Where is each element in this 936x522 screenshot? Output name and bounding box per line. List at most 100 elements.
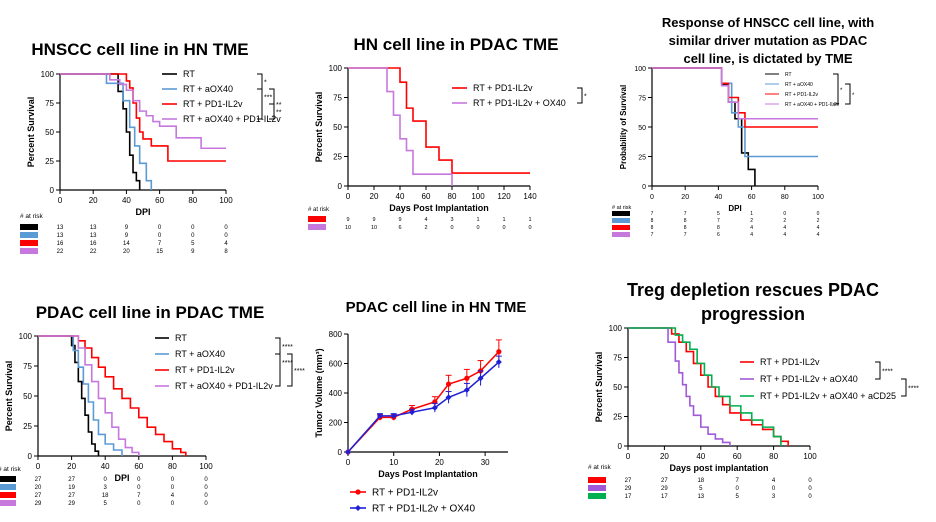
at-risk-count: 6 xyxy=(398,225,401,231)
x-tick-label: 60 xyxy=(748,194,756,201)
at-risk-count: 6 xyxy=(717,232,720,238)
significance-label: **** xyxy=(294,368,305,375)
x-tick-label: 100 xyxy=(812,194,824,201)
y-axis-label: Percent Survival xyxy=(26,97,36,168)
x-tick-label: 30 xyxy=(481,458,490,467)
legend-marker xyxy=(355,489,361,495)
significance-bracket xyxy=(287,353,293,387)
y-tick-label: 50 xyxy=(613,383,622,392)
at-risk-count: 0 xyxy=(808,478,812,484)
chart-title: progression xyxy=(701,304,805,324)
at-risk-count: 5 xyxy=(736,494,740,500)
significance-label: *** xyxy=(264,95,272,102)
y-tick-label: 100 xyxy=(19,332,33,341)
data-point-marker xyxy=(496,349,502,355)
at-risk-count: 0 xyxy=(191,225,195,231)
y-tick-label: 25 xyxy=(613,413,622,422)
y-axis-label: Percent Survival xyxy=(594,352,604,423)
series-line xyxy=(347,351,500,453)
at-risk-swatch xyxy=(308,216,326,222)
y-tick-label: 75 xyxy=(23,362,32,371)
chart-legend: RT + PD1-IL2v RT + PD1-IL2v + OX40 xyxy=(350,488,475,515)
y-tick-label: 75 xyxy=(613,354,622,363)
y-tick-label: 0 xyxy=(28,452,33,461)
y-tick-label: 0 xyxy=(338,182,343,191)
chart-legend: RT + PD1-IL2v RT + PD1-IL2v + aOX40 RT + P… xyxy=(740,357,896,401)
series-line xyxy=(347,361,500,453)
x-tick-label: 20 xyxy=(370,192,379,201)
at-risk-count: 8 xyxy=(717,225,720,231)
legend-label: RT + PD1-IL2v xyxy=(175,365,235,375)
at-risk-count: 0 xyxy=(204,501,208,507)
data-point-marker xyxy=(464,375,470,381)
at-risk-count: 15 xyxy=(156,249,163,255)
at-risk-count: 0 xyxy=(224,225,228,231)
at-risk-count: 2 xyxy=(424,225,427,231)
at-risk-count: 0 xyxy=(137,501,141,507)
at-risk-count: 13 xyxy=(697,494,704,500)
x-tick-label: 0 xyxy=(58,196,63,205)
at-risk-count: 27 xyxy=(625,478,632,484)
legend-label: RT + PD1-IL2v xyxy=(760,357,820,367)
at-risk-count: 27 xyxy=(35,493,42,499)
y-tick-label: 0 xyxy=(50,186,55,195)
at-risk-swatch xyxy=(20,224,38,230)
significance-bracket xyxy=(875,361,881,380)
at-risk-count: 4 xyxy=(783,225,786,231)
at-risk-table: # at risk 27 27 18 7 4 0 29 29 5 0 0 0 17 17 13 5 3 0 xyxy=(588,464,812,500)
at-risk-count: 7 xyxy=(158,241,162,247)
at-risk-count: 10 xyxy=(345,225,351,231)
at-risk-count: 9 xyxy=(125,233,129,239)
x-tick-label: 100 xyxy=(199,462,213,471)
data-point-marker xyxy=(409,409,415,416)
y-tick-label: 50 xyxy=(45,128,54,137)
legend-label: RT + aOX40 xyxy=(183,84,233,94)
survival-curve xyxy=(60,73,226,162)
x-tick-label: 10 xyxy=(389,458,398,467)
at-risk-count: 17 xyxy=(661,494,668,500)
chart-legend: RT RT + aOX40 RT + PD1-IL2v RT + aOX40 + PD… xyxy=(765,72,840,108)
at-risk-count: 13 xyxy=(57,233,64,239)
legend-label: RT + PD1-IL2v + OX40 xyxy=(372,504,475,515)
at-risk-count: 14 xyxy=(123,241,130,247)
at-risk-count: 0 xyxy=(528,225,531,231)
at-risk-count: 16 xyxy=(57,241,64,247)
x-tick-label: 60 xyxy=(422,192,431,201)
at-risk-count: 29 xyxy=(661,486,668,492)
at-risk-count: 1 xyxy=(750,211,753,217)
at-risk-count: 0 xyxy=(204,485,208,491)
y-axis-label: Probability of Survival xyxy=(619,85,628,169)
at-risk-count: 0 xyxy=(450,225,453,231)
at-risk-swatch xyxy=(612,225,630,230)
at-risk-count: 1 xyxy=(476,217,479,223)
at-risk-count: 8 xyxy=(684,225,687,231)
survival-curve xyxy=(628,327,782,446)
at-risk-count: 18 xyxy=(102,493,109,499)
at-risk-count: 0 xyxy=(817,211,820,217)
legend-label: RT xyxy=(785,72,792,78)
at-risk-count: 8 xyxy=(224,249,228,255)
x-axis-label: Days Post Implantation xyxy=(378,469,478,479)
legend-label: RT + PD1-IL2v xyxy=(372,488,438,499)
significance-label: ** xyxy=(276,110,282,117)
y-tick-label: 25 xyxy=(638,155,646,162)
at-risk-swatch xyxy=(20,240,38,246)
at-risk-count: 9 xyxy=(398,217,401,223)
x-tick-label: 20 xyxy=(89,196,98,205)
data-point-marker xyxy=(431,404,438,411)
at-risk-swatch xyxy=(0,500,16,506)
at-risk-count: 3 xyxy=(104,485,108,491)
significance-label: ** xyxy=(276,102,282,109)
survival-curve xyxy=(38,335,100,456)
at-risk-count: 9 xyxy=(372,217,375,223)
y-axis-label: Tumor Volume (mm³) xyxy=(314,348,324,437)
at-risk-swatch xyxy=(588,493,606,499)
x-tick-label: 40 xyxy=(396,192,405,201)
at-risk-count: 4 xyxy=(817,232,820,238)
at-risk-count: 22 xyxy=(90,249,97,255)
at-risk-title: # at risk xyxy=(612,205,632,211)
x-tick-label: 60 xyxy=(134,462,143,471)
